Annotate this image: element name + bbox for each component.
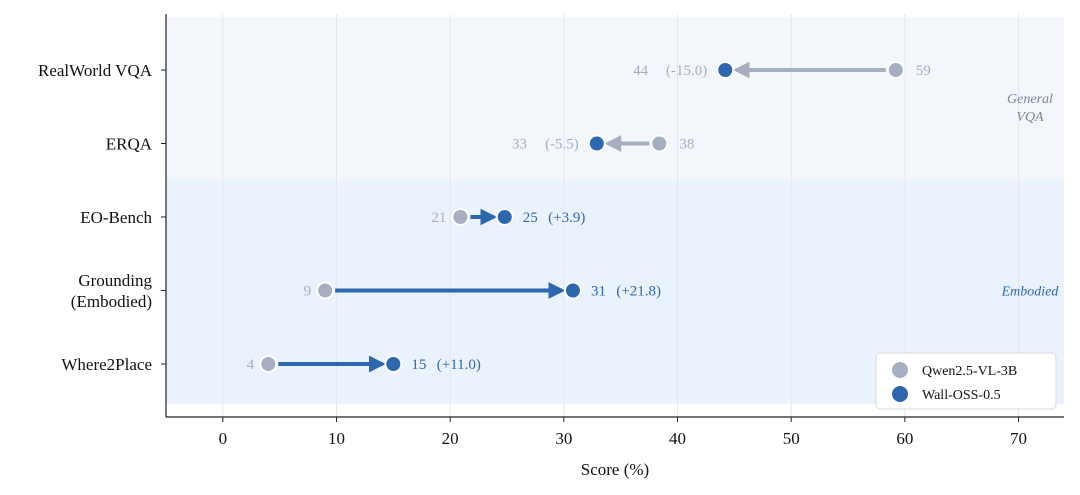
group-label-embodied: Embodied xyxy=(1001,285,1060,300)
category-label: RealWorld VQA xyxy=(38,61,153,80)
x-tick-label: 30 xyxy=(555,429,572,448)
grid-lines xyxy=(222,14,1020,417)
legend-box xyxy=(875,352,1057,410)
model-value-label: 31 xyxy=(591,284,606,300)
baseline-value-label: 21 xyxy=(431,210,446,226)
model-value-label: 33 xyxy=(512,137,527,153)
baseline-value-label: 59 xyxy=(916,63,931,79)
x-tick-label: 40 xyxy=(669,429,686,448)
model-value-label: 25 xyxy=(523,210,538,226)
baseline-point xyxy=(650,134,669,153)
legend-entry: Qwen2.5-VL-3B xyxy=(922,364,1017,379)
model-point xyxy=(587,134,606,153)
delta-label: (-5.5) xyxy=(545,137,579,153)
category-label: EO-Bench xyxy=(80,208,152,227)
baseline-point xyxy=(451,208,470,226)
x-tick-label: 0 xyxy=(219,429,228,448)
group-label-general: VQA xyxy=(1016,110,1044,125)
category-labels: RealWorld VQA ERQA EO-Bench Grounding (Embod… xyxy=(38,61,166,374)
group-labels: General VQA Embodied xyxy=(1001,92,1060,300)
legend-entry: Wall-OSS-0.5 xyxy=(922,388,1001,403)
baseline-point xyxy=(886,61,905,79)
baseline-point xyxy=(259,355,278,373)
delta-label: (-15.0) xyxy=(666,63,707,79)
model-point xyxy=(384,355,403,373)
delta-label: (+11.0) xyxy=(437,357,481,373)
model-value-label: 44 xyxy=(633,63,649,79)
baseline-value-label: 4 xyxy=(247,357,255,373)
model-point xyxy=(716,61,735,79)
group-bands xyxy=(166,16,1064,404)
group-label-general: General xyxy=(1007,92,1053,107)
x-tick-label: 20 xyxy=(442,429,459,448)
legend: Qwen2.5-VL-3B Wall-OSS-0.5 xyxy=(875,352,1057,410)
legend-swatch xyxy=(892,362,908,378)
category-label: ERQA xyxy=(106,135,153,154)
model-point xyxy=(563,281,582,300)
x-tick-label: 60 xyxy=(896,429,913,448)
delta-label: (+3.9) xyxy=(548,210,585,226)
model-value-label: 15 xyxy=(411,357,426,373)
delta-label: (+21.8) xyxy=(616,284,661,300)
model-point xyxy=(495,208,514,226)
x-tick-label: 70 xyxy=(1010,429,1027,448)
category-label: Grounding xyxy=(78,271,152,290)
x-ticks: 0 10 20 30 40 50 60 70 xyxy=(219,417,1027,448)
baseline-value-label: 9 xyxy=(304,284,312,300)
category-label: Where2Place xyxy=(61,355,152,374)
x-tick-label: 10 xyxy=(328,429,345,448)
x-axis-title: Score (%) xyxy=(581,460,649,479)
baseline-point xyxy=(316,281,335,300)
x-tick-label: 50 xyxy=(783,429,800,448)
dumbbell-marks: 59 (-15.0) 44 38 (-5.5) 33 21 25 (+3.9) 9 31 (+21.8… xyxy=(247,61,931,373)
legend-swatch xyxy=(892,386,908,402)
category-label: (Embodied) xyxy=(71,292,152,311)
band-general-vqa xyxy=(166,16,1064,181)
axes xyxy=(165,14,1064,418)
baseline-value-label: 38 xyxy=(679,137,694,153)
